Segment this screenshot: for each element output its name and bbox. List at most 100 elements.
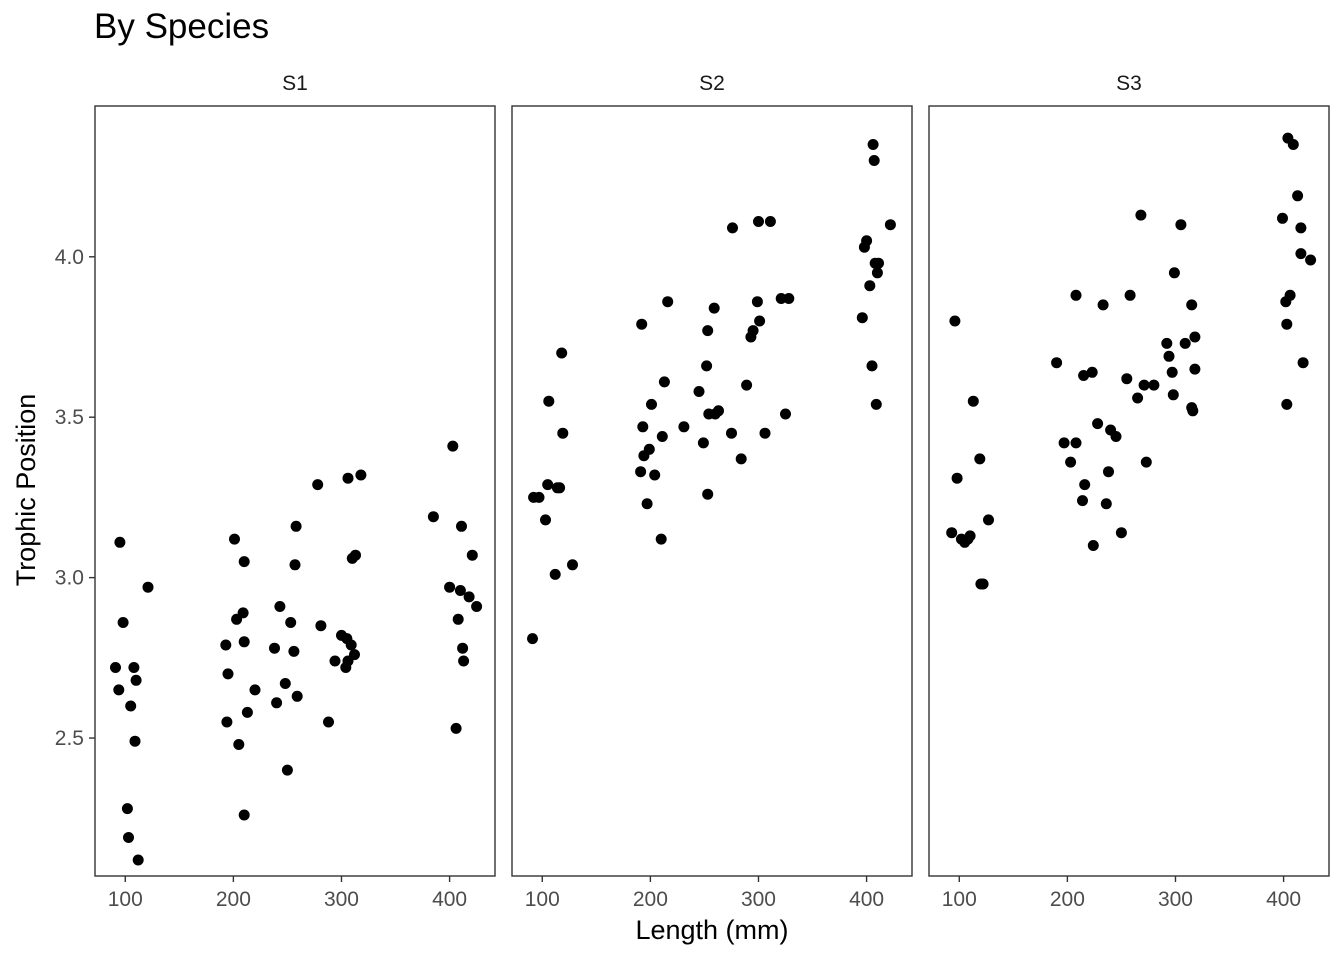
data-point: [946, 527, 958, 539]
data-point: [1132, 392, 1144, 404]
data-point: [281, 764, 293, 776]
data-point: [726, 427, 737, 439]
data-point: [783, 293, 795, 304]
data-point: [279, 678, 291, 689]
data-point: [466, 549, 478, 561]
data-point: [655, 533, 667, 545]
x-tick-label: 200: [1050, 888, 1085, 911]
data-point: [132, 854, 144, 866]
y-tick-label: 2.5: [55, 727, 84, 750]
data-point: [658, 376, 670, 388]
y-tick-label: 3.0: [55, 567, 84, 590]
data-point: [701, 360, 713, 372]
facet-strip-label: S3: [1116, 72, 1142, 95]
data-point: [1124, 289, 1136, 301]
data-point: [274, 601, 286, 612]
data-point: [747, 325, 759, 337]
data-point: [870, 398, 882, 410]
facet-panel: S3 100 200 300 400: [928, 72, 1330, 911]
data-point: [456, 520, 467, 532]
data-point: [1058, 437, 1070, 449]
data-point: [713, 405, 724, 417]
data-point: [1077, 495, 1088, 507]
facet-strip-label: S1: [282, 72, 308, 95]
data-point: [759, 427, 771, 439]
data-point: [567, 559, 578, 571]
data-point: [735, 453, 747, 465]
data-point: [1070, 289, 1082, 301]
data-point: [527, 633, 538, 645]
data-point: [1297, 357, 1309, 369]
data-point: [702, 488, 714, 500]
data-point: [1168, 267, 1180, 279]
data-point: [1103, 466, 1114, 478]
data-point: [1078, 370, 1090, 381]
y-tick-label: 4.0: [55, 246, 84, 269]
data-point: [754, 315, 766, 327]
data-point: [1087, 540, 1099, 551]
x-tick-label: 300: [324, 888, 359, 911]
x-tick-label: 100: [525, 888, 560, 911]
data-point: [1179, 337, 1191, 349]
data-point: [125, 700, 137, 712]
data-point: [1163, 350, 1175, 362]
data-point: [1097, 299, 1109, 311]
panel-border: [511, 105, 913, 877]
data-point: [271, 697, 283, 709]
data-point: [727, 222, 738, 234]
y-axis-title: Trophic Position: [11, 394, 41, 587]
data-point: [753, 216, 764, 227]
data-point: [222, 668, 234, 680]
data-point: [1295, 248, 1307, 260]
data-point: [967, 395, 979, 407]
data-point: [1079, 479, 1091, 491]
data-point: [288, 645, 300, 657]
data-point: [221, 716, 233, 728]
panel-border: [94, 105, 496, 877]
data-point: [751, 296, 763, 308]
data-point: [113, 684, 125, 696]
data-point: [1187, 405, 1199, 417]
data-point: [884, 219, 896, 231]
data-point: [1166, 366, 1178, 378]
data-point: [871, 267, 883, 279]
data-point: [238, 556, 250, 568]
x-tick-label: 300: [741, 888, 776, 911]
data-point: [110, 662, 121, 673]
data-point: [447, 440, 459, 452]
data-point: [1277, 212, 1288, 224]
data-point: [951, 472, 963, 484]
data-point: [233, 739, 245, 750]
data-point: [349, 649, 360, 661]
x-tick-label: 400: [432, 888, 467, 911]
data-point: [556, 347, 568, 359]
data-point: [635, 466, 647, 478]
facet-strip-label: S2: [699, 72, 725, 95]
data-point: [693, 386, 705, 397]
y-tick-label: 3.5: [55, 406, 84, 429]
data-point: [355, 469, 367, 481]
data-point: [129, 735, 141, 747]
data-point: [1148, 379, 1160, 391]
data-point: [697, 437, 709, 449]
data-point: [290, 520, 302, 532]
data-point: [238, 636, 250, 648]
data-point: [238, 809, 250, 821]
data-point: [866, 360, 878, 372]
data-point: [458, 655, 470, 667]
data-point: [1070, 437, 1082, 449]
data-point: [123, 832, 134, 843]
facet-panel: S2 100 200 300 400: [511, 72, 913, 911]
data-point: [114, 536, 126, 548]
data-point: [1167, 389, 1179, 401]
data-point: [1186, 299, 1198, 311]
data-point: [861, 235, 873, 247]
x-tick-label: 100: [108, 888, 143, 911]
data-point: [662, 296, 674, 308]
x-tick-label: 200: [216, 888, 251, 911]
data-point: [237, 607, 249, 619]
data-point: [342, 472, 354, 484]
data-point: [741, 379, 753, 391]
data-point: [1175, 219, 1187, 231]
